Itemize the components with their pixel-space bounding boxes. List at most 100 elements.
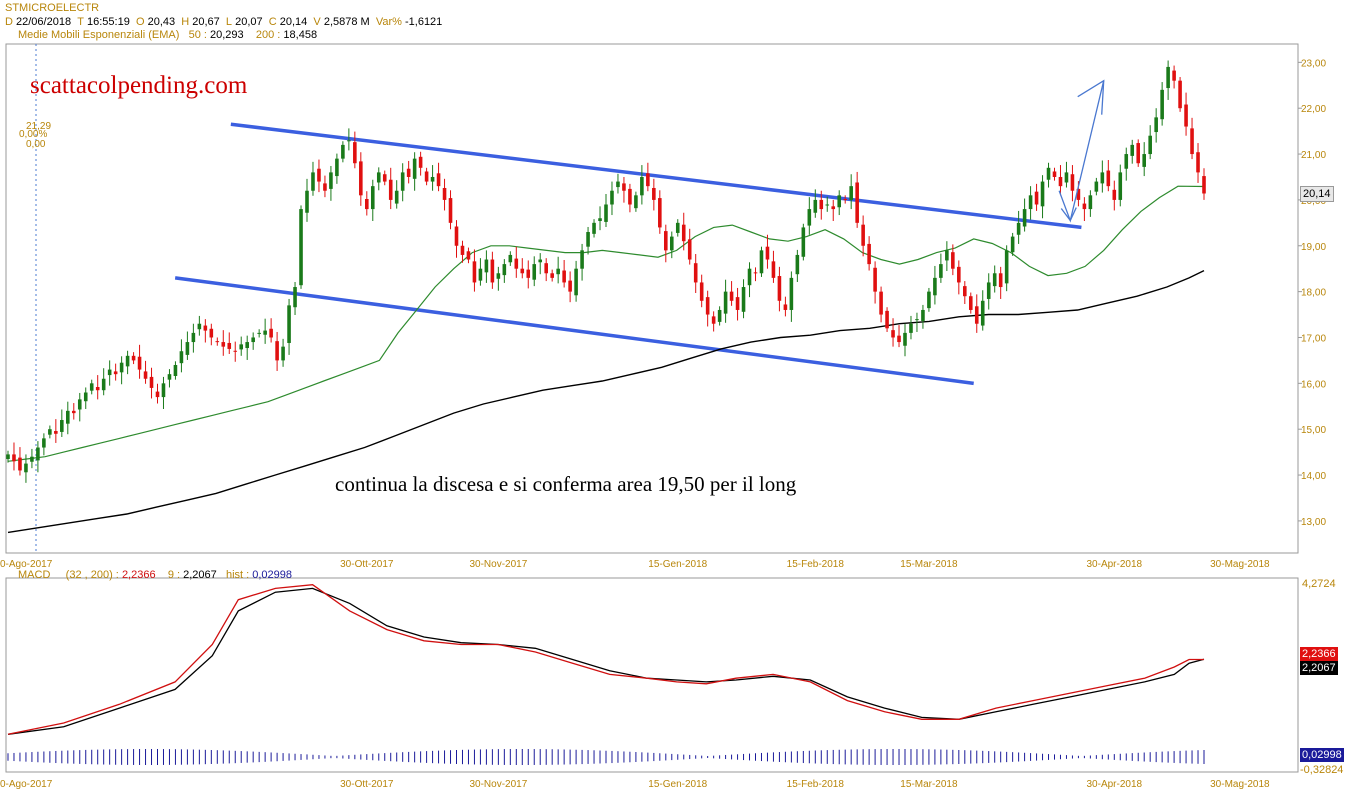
candle — [1040, 175, 1045, 219]
candle — [496, 266, 501, 291]
candle-body — [998, 273, 1003, 288]
candle-body — [460, 245, 465, 255]
candle-body — [430, 176, 435, 182]
candle — [233, 341, 238, 362]
candle-body — [592, 222, 596, 234]
candle — [353, 131, 357, 169]
candle — [287, 298, 291, 355]
candle-body — [640, 176, 644, 196]
candle — [1100, 160, 1105, 193]
candle — [167, 369, 172, 388]
candle-body — [275, 341, 279, 361]
candle-body — [628, 188, 632, 205]
candle — [1136, 139, 1141, 167]
candle — [544, 258, 548, 282]
candle — [1190, 117, 1194, 160]
candle — [341, 141, 345, 163]
candle-body — [819, 199, 824, 210]
candle — [484, 250, 489, 283]
down-arrow-head — [1060, 207, 1077, 222]
candle-body — [185, 342, 190, 355]
candle-body — [861, 224, 865, 246]
candle — [1154, 108, 1158, 143]
candle — [640, 165, 644, 205]
candle-body — [66, 410, 70, 424]
candle-body — [149, 376, 154, 388]
candle — [909, 315, 913, 340]
candle-body — [735, 297, 740, 310]
candle — [347, 128, 351, 151]
candle-body — [382, 174, 387, 182]
candle-body — [269, 328, 273, 338]
candle — [239, 336, 244, 356]
candle — [891, 318, 895, 347]
candle — [305, 178, 309, 222]
candle — [251, 332, 255, 350]
candle — [101, 368, 106, 396]
candle-body — [281, 346, 285, 361]
candle-body — [1064, 172, 1069, 183]
candle-body — [263, 330, 267, 335]
candle-body — [1022, 209, 1027, 227]
candle — [185, 331, 190, 360]
candle-body — [353, 142, 357, 164]
candle — [203, 319, 208, 343]
channel-upper-line — [230, 122, 1082, 230]
macd-x-tick-label: 30-Mag-2018 — [1210, 779, 1270, 790]
candle-body — [317, 168, 321, 182]
candle-body — [341, 144, 345, 159]
candle-body — [1178, 80, 1182, 109]
candle — [592, 219, 596, 238]
candle-body — [30, 456, 34, 462]
candle-body — [251, 337, 255, 343]
candle — [885, 307, 889, 332]
last-price-tag: 20,14 — [1300, 186, 1334, 202]
candle-body — [873, 267, 877, 292]
candle-body — [580, 250, 584, 269]
candle — [957, 260, 961, 295]
candle — [1082, 197, 1087, 222]
candle-body — [1088, 195, 1093, 210]
candle — [1004, 245, 1009, 292]
candle-body — [634, 195, 638, 209]
candle-body — [598, 218, 602, 222]
candle-body — [891, 330, 895, 338]
main-plot-frame — [5, 43, 1299, 554]
candle-body — [508, 254, 513, 263]
candle — [789, 271, 794, 322]
candle-body — [1106, 170, 1111, 187]
candle-body — [1130, 144, 1135, 156]
candle — [60, 409, 64, 437]
candle — [376, 167, 381, 191]
candle — [299, 205, 303, 289]
candle-body — [95, 387, 100, 391]
candle-body — [1082, 203, 1087, 210]
candle — [12, 442, 16, 471]
candle — [717, 306, 722, 326]
macd-legend: MACD (32 , 200) : 2,2366 9 : 2,2067 hist… — [18, 569, 293, 581]
candle — [95, 375, 100, 400]
candle — [329, 165, 333, 201]
candle-body — [305, 190, 309, 213]
ema-legend: Medie Mobili Esponenziali (EMA) 50 : 20,… — [18, 29, 318, 41]
candle-body — [323, 183, 327, 191]
candle-body — [496, 273, 501, 279]
candle-body — [83, 392, 88, 402]
candle — [448, 190, 453, 230]
macd-x-tick-label: 15-Feb-2018 — [787, 779, 845, 790]
candle-body — [658, 198, 662, 228]
candle-body — [1202, 176, 1206, 194]
candle-body — [412, 158, 417, 179]
candle-body — [945, 250, 949, 261]
y-tick-label: 18,00 — [1301, 288, 1326, 299]
candle — [681, 212, 686, 251]
candle — [963, 281, 967, 305]
candle — [131, 352, 136, 365]
candle-body — [227, 342, 232, 349]
candle — [945, 241, 949, 271]
candle-body — [359, 161, 363, 196]
candle — [209, 323, 214, 346]
candle — [819, 190, 824, 220]
candle — [66, 401, 70, 435]
candle — [269, 318, 273, 343]
